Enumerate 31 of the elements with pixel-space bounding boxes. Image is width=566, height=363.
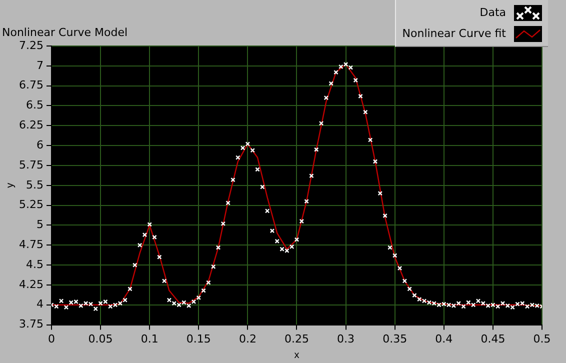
legend-label: Data — [480, 6, 506, 19]
y-tick-label: 7 — [36, 58, 44, 72]
x-tick-label: 0.4 — [435, 332, 453, 346]
y-tick-label: 6.25 — [18, 118, 44, 132]
x-tick-label: 0.25 — [284, 332, 309, 346]
y-tick-label: 4 — [36, 298, 44, 311]
x-tick-label: 0.15 — [186, 332, 211, 346]
y-axis-title: y — [4, 182, 16, 188]
x-axis-title: x — [294, 350, 300, 361]
x-tick-label: 0.05 — [88, 332, 113, 346]
x-tick-label: 0.3 — [337, 332, 355, 346]
legend-label: Nonlinear Curve fit — [402, 27, 506, 40]
y-tick-label: 6 — [36, 138, 44, 152]
y-tick-label: 3.75 — [18, 318, 44, 331]
chart-title: Nonlinear Curve Model — [2, 26, 128, 39]
y-tick-label: 4.75 — [18, 238, 44, 251]
x-tick-label: 0.5 — [533, 332, 551, 346]
y-tick-label: 6.75 — [18, 78, 44, 92]
y-tick-label: 5 — [36, 218, 44, 232]
y-tick-label: 5.25 — [18, 198, 44, 212]
y-tick-label: 4.25 — [18, 278, 44, 291]
x-tick-label: 0 — [48, 332, 55, 346]
x-tick-label: 0.2 — [238, 332, 256, 346]
y-tick-label: 5.75 — [18, 158, 44, 172]
y-tick-label: 5.5 — [26, 178, 44, 192]
y-tick-label: 6.5 — [26, 98, 44, 112]
y-tick-label: 4.5 — [26, 258, 44, 271]
x-tick-label: 0.45 — [480, 332, 506, 346]
x-tick-label: 0.35 — [382, 332, 408, 346]
x-tick-label: 0.1 — [140, 332, 158, 346]
y-tick-label: 7.25 — [18, 38, 44, 52]
